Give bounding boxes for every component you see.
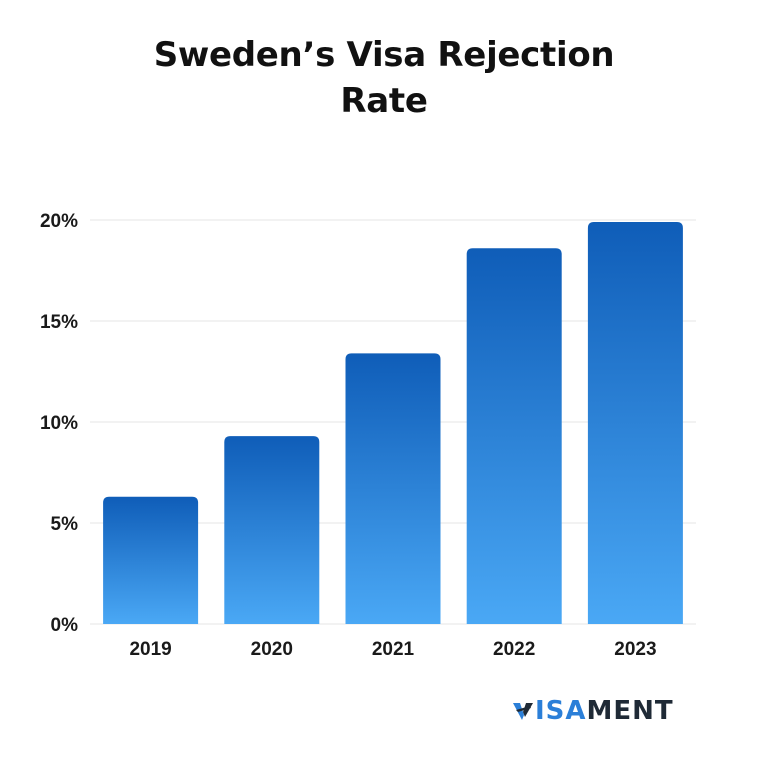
y-tick-label: 15% <box>40 312 78 333</box>
bar-2019 <box>103 496 199 624</box>
chart-title: Sweden’s Visa Rejection Rate <box>0 32 768 124</box>
bars <box>103 222 683 624</box>
logo-text-accent: ISA <box>535 696 587 726</box>
x-tick-label: 2022 <box>493 639 535 660</box>
y-tick-label: 20% <box>40 211 78 232</box>
chart-title-line-2: Rate <box>340 81 428 121</box>
visament-logo: ISAMENT <box>512 694 674 728</box>
x-tick-label: 2019 <box>129 639 171 660</box>
logo-text: ISAMENT <box>535 696 674 726</box>
x-tick-label: 2023 <box>614 639 656 660</box>
y-tick-label: 10% <box>40 413 78 434</box>
x-axis-ticks: 2019 2020 2021 2022 2023 <box>129 639 656 660</box>
airplane-v-icon <box>513 703 533 720</box>
x-tick-label: 2021 <box>372 639 415 660</box>
chart-title-line-1: Sweden’s Visa Rejection <box>153 35 615 75</box>
bar-2020 <box>224 436 320 624</box>
bar-2023 <box>587 222 683 624</box>
bar-2021 <box>345 353 441 624</box>
y-tick-label: 0% <box>51 615 79 636</box>
y-axis-ticks: 0% 5% 10% 15% 20% <box>40 211 78 636</box>
y-tick-label: 5% <box>51 514 79 535</box>
logo-text-rest: MENT <box>586 696 674 726</box>
x-tick-label: 2020 <box>251 639 293 660</box>
bar-2022 <box>466 248 562 624</box>
